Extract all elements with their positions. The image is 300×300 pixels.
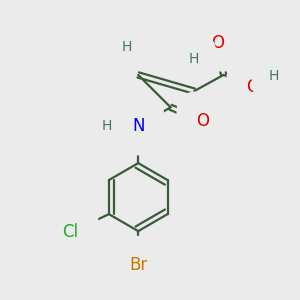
Text: O: O: [211, 34, 224, 52]
Text: O: O: [196, 112, 209, 130]
Text: Br: Br: [129, 256, 147, 274]
Text: H: H: [189, 52, 200, 66]
Text: H: H: [121, 40, 132, 54]
Text: H: H: [102, 119, 112, 134]
Text: H: H: [268, 69, 279, 83]
Text: O: O: [247, 78, 260, 96]
Text: N: N: [132, 117, 145, 135]
Text: Cl: Cl: [62, 224, 79, 242]
